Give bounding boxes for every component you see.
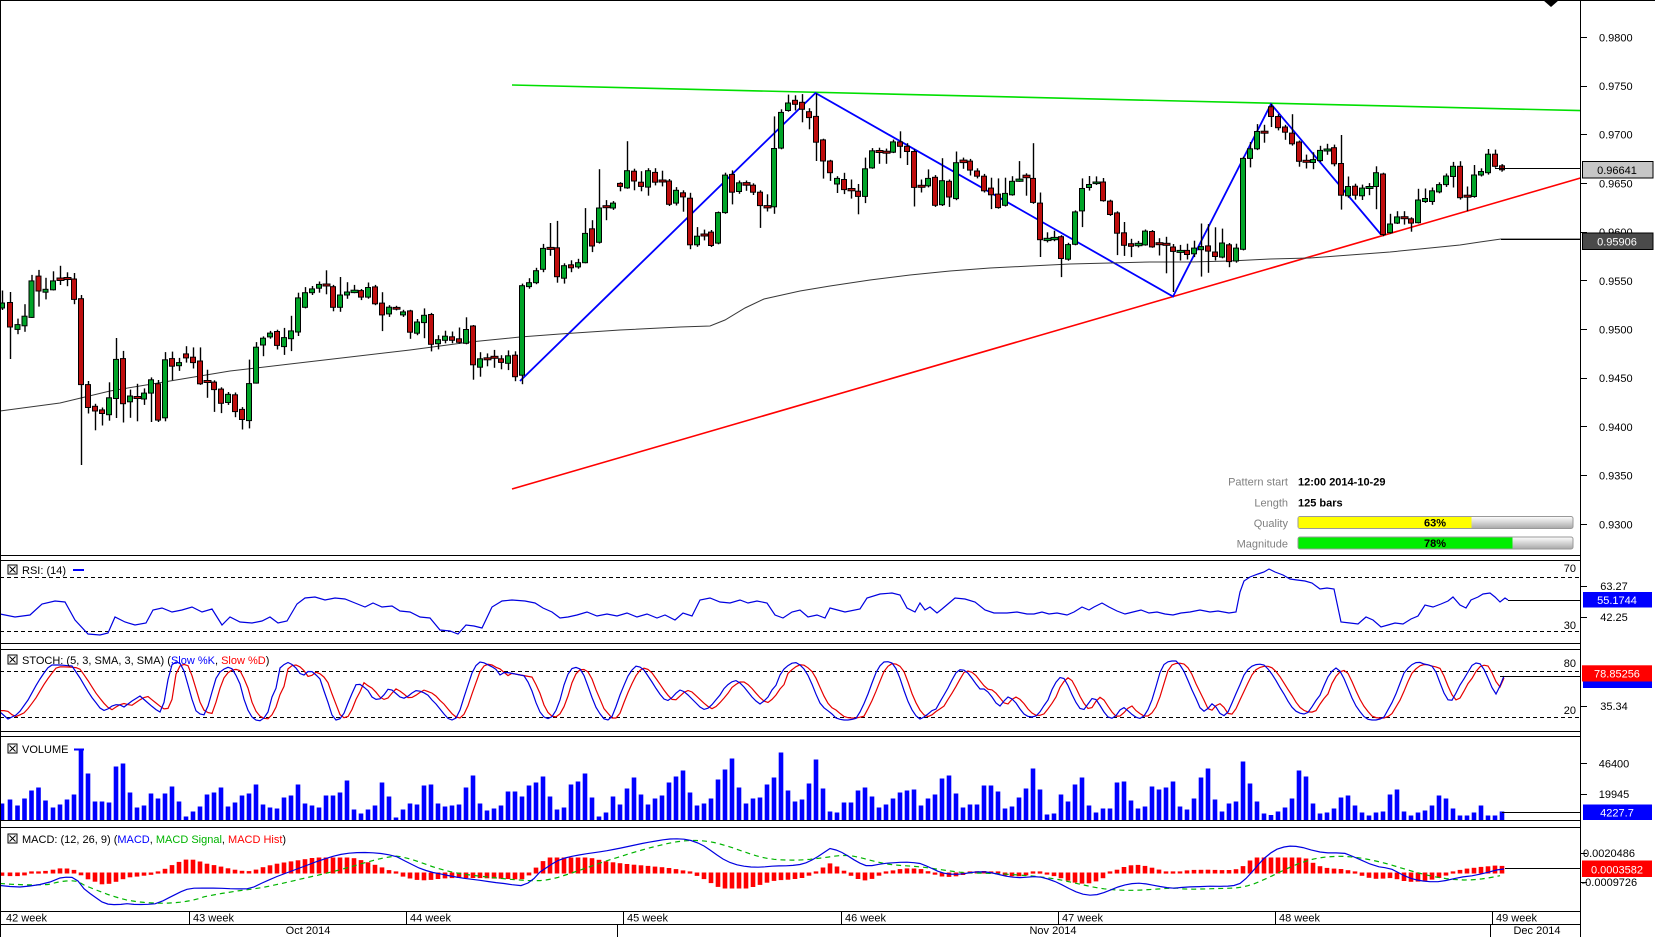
- svg-text:0.9400: 0.9400: [1599, 422, 1633, 434]
- svg-text:Oct 2014: Oct 2014: [286, 925, 331, 937]
- svg-text:19945: 19945: [1599, 789, 1630, 801]
- svg-text:Magnitude: Magnitude: [1237, 539, 1288, 551]
- svg-text:44 week: 44 week: [410, 913, 451, 925]
- svg-text:MACD: (12, 26, 9) (MACD, MACD: MACD: (12, 26, 9) (MACD, MACD Signal, MA…: [22, 834, 286, 846]
- svg-text:0.9550: 0.9550: [1599, 276, 1633, 288]
- svg-text:30: 30: [1564, 620, 1576, 632]
- svg-text:STOCH: (5, 3, SMA, 3, SMA) (Sl: STOCH: (5, 3, SMA, 3, SMA) (Slow %K, Slo…: [22, 655, 269, 667]
- svg-text:Pattern start: Pattern start: [1228, 477, 1288, 489]
- svg-text:VOLUME: VOLUME: [22, 744, 68, 756]
- svg-text:0.9500: 0.9500: [1599, 325, 1633, 337]
- svg-text:0.9800: 0.9800: [1599, 32, 1633, 44]
- svg-text:0.9450: 0.9450: [1599, 373, 1633, 385]
- svg-text:63.27: 63.27: [1600, 581, 1628, 593]
- svg-text:0.0003582: 0.0003582: [1591, 865, 1643, 877]
- svg-text:42 week: 42 week: [6, 913, 47, 925]
- svg-text:0.9300: 0.9300: [1599, 519, 1633, 531]
- svg-text:46 week: 46 week: [845, 913, 886, 925]
- svg-text:49 week: 49 week: [1496, 913, 1537, 925]
- svg-text:0.9700: 0.9700: [1599, 130, 1633, 142]
- svg-text:Length: Length: [1254, 498, 1288, 510]
- svg-text:46400: 46400: [1599, 759, 1630, 771]
- svg-text:Quality: Quality: [1254, 518, 1289, 530]
- svg-text:48 week: 48 week: [1279, 913, 1320, 925]
- svg-text:35.34: 35.34: [1600, 701, 1628, 713]
- svg-text:70: 70: [1564, 563, 1576, 575]
- svg-text:4227.7: 4227.7: [1600, 808, 1634, 820]
- svg-text:0.9350: 0.9350: [1599, 471, 1633, 483]
- svg-text:0.96641: 0.96641: [1597, 165, 1637, 177]
- svg-text:0.9750: 0.9750: [1599, 81, 1633, 93]
- svg-text:12:00 2014-10-29: 12:00 2014-10-29: [1298, 477, 1385, 489]
- svg-text:0.95906: 0.95906: [1597, 237, 1637, 249]
- svg-text:43 week: 43 week: [193, 913, 234, 925]
- svg-text:47 week: 47 week: [1062, 913, 1103, 925]
- svg-text:-0.0009726: -0.0009726: [1582, 877, 1638, 889]
- svg-text:0.9650: 0.9650: [1599, 178, 1633, 190]
- svg-text:55.1744: 55.1744: [1597, 595, 1637, 607]
- svg-text:42.25: 42.25: [1600, 612, 1628, 624]
- svg-text:Dec 2014: Dec 2014: [1513, 925, 1560, 937]
- svg-text:80: 80: [1564, 658, 1576, 670]
- svg-text:0.0020486: 0.0020486: [1583, 848, 1635, 860]
- svg-text:63%: 63%: [1424, 518, 1446, 530]
- svg-text:Nov 2014: Nov 2014: [1029, 925, 1076, 937]
- svg-text:20: 20: [1564, 705, 1576, 717]
- svg-text:125 bars: 125 bars: [1298, 498, 1343, 510]
- svg-text:RSI: (14): RSI: (14): [22, 565, 66, 577]
- svg-text:45 week: 45 week: [627, 913, 668, 925]
- svg-text:78.85256: 78.85256: [1594, 669, 1640, 681]
- svg-text:78%: 78%: [1424, 538, 1446, 550]
